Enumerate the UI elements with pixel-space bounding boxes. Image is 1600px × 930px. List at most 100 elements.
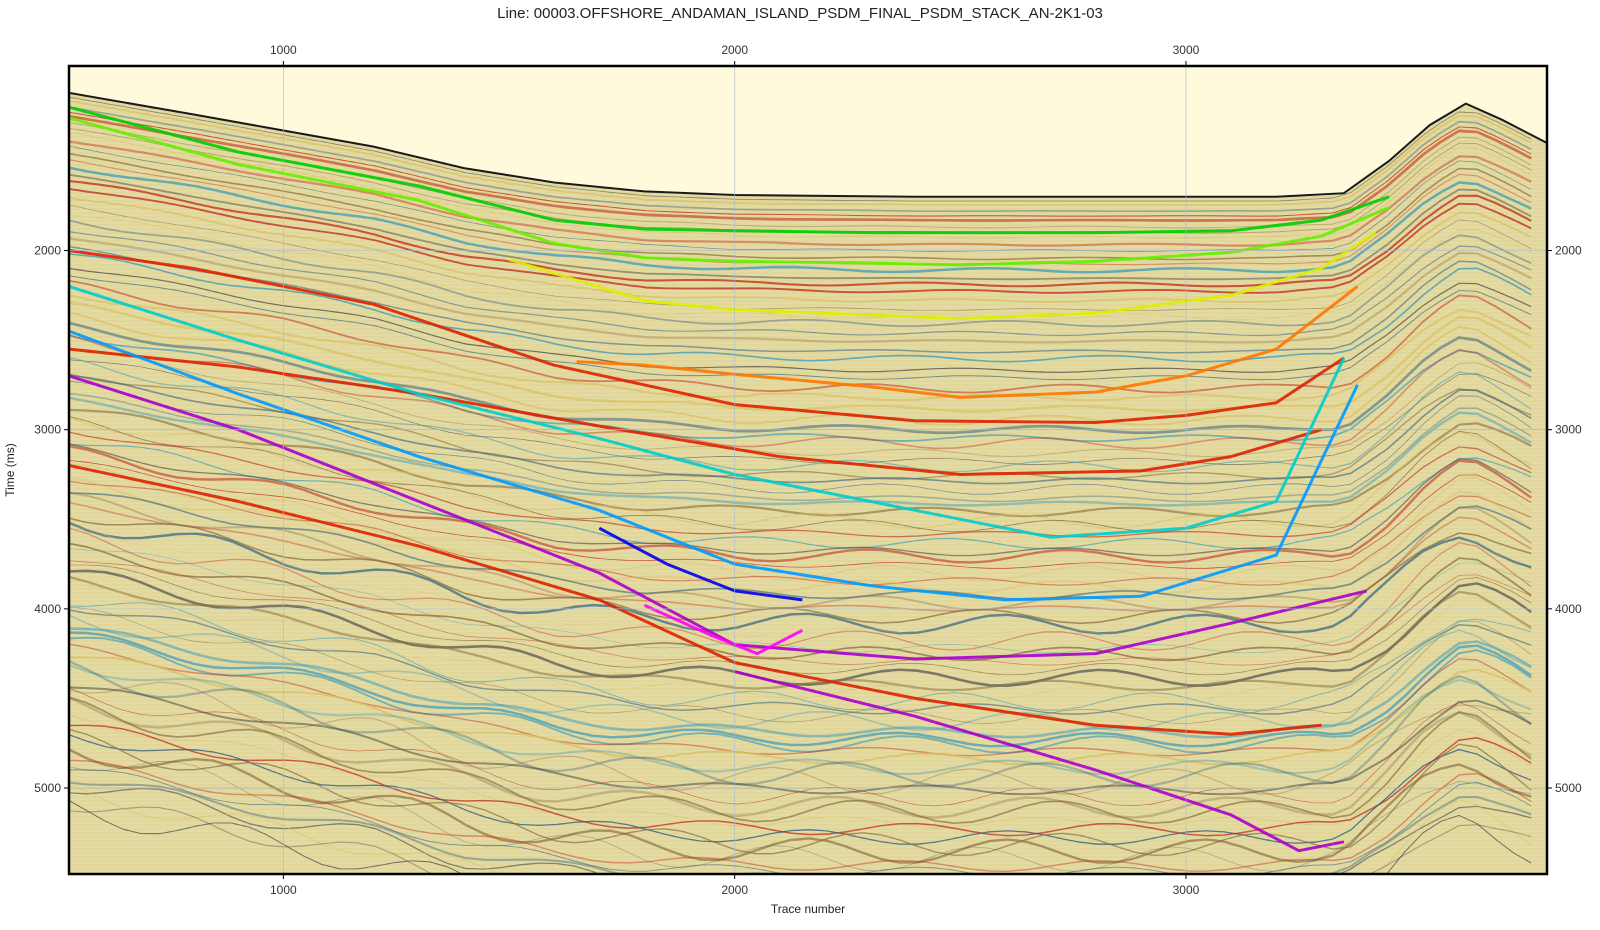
seismic-reflector [69,106,1532,213]
x-tick-label: 3000 [1173,883,1200,897]
y-axis-right: 2000 3000 4000 5000 [1547,244,1582,795]
horizon-line [598,526,803,602]
seismic-reflector [69,294,1532,402]
seismic-reflector [69,204,1532,312]
seismic-amplitude-fill [69,92,1547,874]
seismic-reflector [69,784,1532,874]
horizon-line [734,670,1345,853]
seismic-reflector [69,787,1532,874]
horizon-line [69,116,1390,267]
seismic-reflector [69,501,1532,612]
x-tick-label: 1000 [270,43,297,57]
seismic-reflector [69,584,1532,701]
seismic-reflector [69,253,1532,363]
seismic-reflector [69,311,1532,426]
seismic-reflector [69,359,1532,465]
seismic-reflector [69,334,1532,450]
horizon-line [69,347,1322,476]
seismic-reflector [69,734,1532,845]
x-tick-label: 1000 [270,883,297,897]
seismic-reflector [69,560,1532,666]
y-tick-label: 3000 [1555,423,1582,437]
seismic-reflector [69,396,1532,507]
seismic-reflector [69,521,1532,635]
y-tick-label: 5000 [34,781,61,795]
plot-area [69,66,1547,874]
x-tick-label: 3000 [1173,43,1200,57]
seismic-reflector [69,527,1532,651]
seismic-reflector [69,214,1532,321]
y-axis-label: Time (ms) [3,443,17,497]
seismic-reflector [69,759,1532,873]
seismic-reflector [69,643,1532,757]
seismic-reflector [69,348,1532,458]
section-title: Line: 00003.OFFSHORE_ANDAMAN_ISLAND_PSDM… [497,5,1103,22]
seismic-reflector [69,392,1532,503]
seismic-reflector [69,197,1532,303]
y-tick-label: 4000 [1555,602,1582,616]
seismic-reflector [69,380,1532,495]
y-tick-label: 5000 [1555,781,1582,795]
seismic-reflector [69,761,1532,872]
seismic-reflector [69,663,1532,776]
seismic-reflector [69,724,1532,837]
seismic-reflector [69,131,1532,239]
seismic-reflector [69,443,1532,557]
seismic-reflector [69,279,1532,394]
seismic-reflector [69,187,1532,294]
seismic-reflector [69,431,1532,538]
horizon-line [69,329,1359,602]
seismic-reflector [69,416,1532,529]
seismic-reflector [69,769,1532,874]
seismic-reflector [69,145,1532,252]
seismic-reflector [69,714,1532,829]
seismic-reflectors [69,96,1532,874]
seismic-reflector [69,96,1532,202]
seismic-reflector [69,408,1532,518]
seismic-reflector [69,245,1532,354]
y-axis-left: 2000 3000 4000 5000 [34,244,69,795]
seismic-reflector [69,806,1532,874]
x-axis-top: 1000 2000 3000 [270,43,1200,66]
seismic-reflector [69,491,1532,601]
seismic-reflector [69,564,1532,676]
seismic-reflector [69,781,1532,874]
seismic-reflector [69,696,1532,825]
seismic-reflector [69,230,1532,337]
seismic-reflector [69,517,1532,625]
y-tick-label: 2000 [1555,244,1582,258]
seismic-reflector [69,219,1532,328]
seismic-reflector [69,687,1532,807]
grid-lines [69,66,1547,874]
seismic-reflector [69,140,1532,247]
seismic-reflector [69,728,1532,856]
x-tick-label: 2000 [721,883,748,897]
seismic-reflector [69,660,1532,787]
seismic-reflector [69,631,1532,748]
horizon-line [69,284,1346,539]
seismic-reflector [69,152,1532,261]
seismic-reflector [69,111,1532,217]
x-tick-label: 2000 [721,43,748,57]
seismic-reflector [69,696,1532,819]
horizon-line [508,231,1377,321]
plot-frame [67,64,1549,876]
seismic-reflector [69,100,1532,206]
seismic-reflector [69,656,1532,766]
seismic-reflector [69,606,1532,724]
seismic-reflector [69,460,1532,569]
seismic-reflector [69,476,1532,595]
seismic-reflector [69,800,1532,874]
seismic-reflector [69,636,1532,754]
y-tick-label: 4000 [34,602,61,616]
seismic-reflector [69,686,1532,796]
seismic-reflector [69,443,1532,550]
seismic-reflector [69,492,1532,611]
seismic-reflector [69,602,1532,711]
seismic-reflector [69,748,1532,864]
seismic-reflector [69,166,1532,274]
seismic-reflector [69,275,1532,381]
x-axis-bottom: 1000 2000 3000 [270,874,1200,897]
x-axis-label: Trace number [771,902,845,916]
